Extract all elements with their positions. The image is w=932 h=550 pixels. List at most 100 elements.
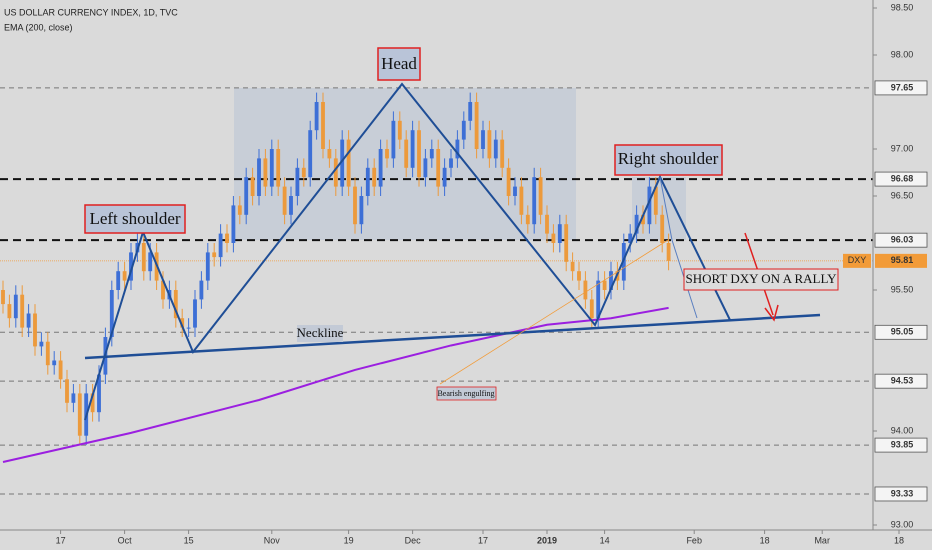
- candle-body: [660, 214, 665, 243]
- candle-body: [71, 393, 76, 403]
- candle-body: [7, 304, 12, 319]
- y-tick-label: 98.00: [891, 49, 914, 59]
- level-box: [874, 373, 928, 389]
- x-tick-label: Mar: [814, 535, 830, 545]
- candle-body: [538, 177, 543, 215]
- candle-body: [218, 233, 223, 258]
- candle-body: [449, 158, 453, 168]
- label-box: [436, 386, 497, 401]
- candle-body: [308, 130, 313, 178]
- candle-body: [346, 139, 351, 187]
- candle-body: [519, 186, 524, 215]
- candle-body: [353, 186, 357, 225]
- label-box: [614, 144, 723, 176]
- candle-body: [372, 167, 377, 187]
- engulfing-line: [439, 239, 669, 385]
- thin-line: [659, 176, 698, 319]
- candle-body: [321, 102, 325, 149]
- drawings: Left shoulder Head Right shoulder Neckli…: [84, 47, 839, 421]
- neckline: [84, 313, 821, 360]
- candle-body: [570, 261, 575, 272]
- candle-body: [404, 139, 409, 168]
- candle-body: [282, 186, 287, 215]
- candle-body: [327, 149, 332, 159]
- candle-body: [237, 205, 242, 215]
- candle-body: [429, 149, 434, 159]
- candle-body: [116, 271, 121, 290]
- candle-body: [109, 290, 114, 337]
- candle-body: [141, 243, 146, 272]
- candle-body: [442, 167, 447, 187]
- candle-body: [474, 102, 479, 149]
- shoulder-zone: [632, 177, 686, 240]
- label-box: [377, 47, 421, 81]
- candle-body: [609, 271, 613, 290]
- candle-body: [205, 252, 210, 281]
- x-tick-label: 2019: [537, 535, 557, 545]
- price-box: [843, 253, 871, 268]
- y-tick-label: 95.50: [891, 284, 914, 294]
- level-box: [874, 324, 928, 340]
- candle-body: [33, 313, 37, 347]
- candle-body: [596, 280, 601, 319]
- candle-body: [20, 294, 25, 328]
- candle-body: [513, 186, 517, 196]
- x-tick-label: 14: [600, 535, 610, 545]
- candle-body: [45, 341, 50, 366]
- candle-body: [551, 233, 556, 243]
- arrow-head: [764, 304, 779, 322]
- candle-body: [225, 233, 229, 243]
- candle-body: [397, 120, 402, 140]
- candle-body: [385, 149, 389, 159]
- right-shoulder-label: Right shoulder: [618, 149, 719, 168]
- x-tick-label: 17: [56, 535, 66, 545]
- candle-body: [180, 318, 185, 328]
- candle-body: [26, 313, 31, 328]
- candle-body: [634, 214, 639, 234]
- axis-labels: 98.50 98.00 97.00 96.50 95.50 94.00 93.00 17 Oct…: [56, 2, 928, 545]
- candle-body: [244, 177, 249, 215]
- label-box: [84, 204, 186, 234]
- level-box: [874, 437, 928, 453]
- candle-body: [257, 158, 261, 196]
- candle-body: [589, 299, 594, 319]
- candle-body: [378, 149, 383, 187]
- legend-entry: EMA (200, close): [4, 22, 73, 32]
- candle-body: [436, 149, 441, 187]
- level-label: 96.03: [891, 235, 914, 245]
- candle-body: [276, 149, 281, 187]
- y-tick-label: 94.00: [891, 425, 914, 435]
- candle-body: [423, 158, 428, 178]
- last-price-label: 95.81: [891, 255, 914, 265]
- candle-body: [653, 186, 658, 215]
- x-tick-label: 17: [478, 535, 488, 545]
- candle-body: [250, 177, 255, 196]
- candle-body: [90, 393, 95, 413]
- level-box: [874, 171, 928, 187]
- level-label: 95.05: [891, 327, 914, 337]
- candle-body: [148, 252, 153, 272]
- candle-body: [493, 139, 498, 159]
- candle-body: [77, 393, 82, 436]
- x-tick-label: Nov: [264, 535, 281, 545]
- symbol-label: DXY: [848, 255, 867, 265]
- candle-body: [557, 224, 562, 243]
- candle-body: [487, 130, 492, 159]
- short-label: SHORT DXY ON A RALLY: [685, 271, 837, 286]
- candle-body: [65, 379, 69, 403]
- level-label: 94.53: [891, 376, 914, 386]
- candle-body: [301, 167, 306, 178]
- head-label: Head: [381, 54, 417, 73]
- level-box: [874, 486, 928, 502]
- level-box: [874, 80, 928, 96]
- x-tick-label: 18: [894, 535, 904, 545]
- candle-body: [525, 214, 530, 225]
- y-tick-label: 97.00: [891, 143, 914, 153]
- y-tick-label: 98.50: [891, 2, 914, 12]
- neckline-label: Neckline: [297, 325, 344, 340]
- candle-body: [647, 186, 652, 225]
- label-box: [683, 268, 839, 291]
- candle-body: [666, 243, 671, 261]
- x-tick-label: 18: [760, 535, 770, 545]
- x-tick-label: 19: [344, 535, 354, 545]
